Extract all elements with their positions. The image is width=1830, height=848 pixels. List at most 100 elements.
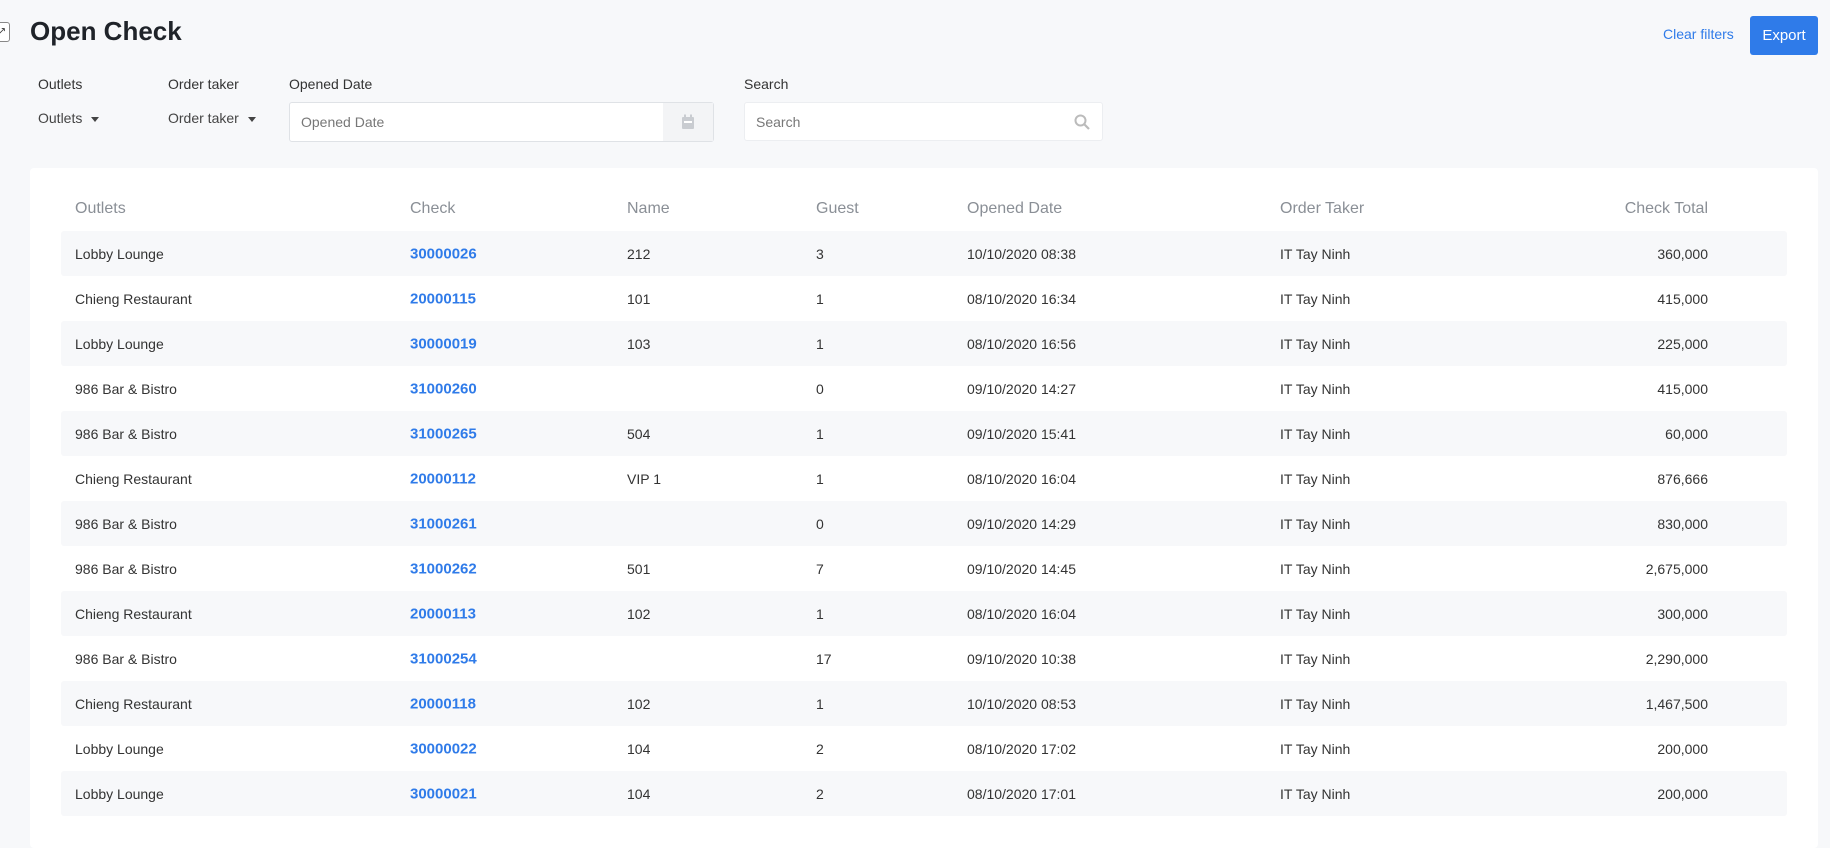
cell-order-taker: IT Tay Ninh bbox=[1280, 605, 1351, 622]
cell-outlet: 986 Bar & Bistro bbox=[75, 515, 177, 532]
column-header-order-taker[interactable]: Order Taker bbox=[1280, 199, 1365, 217]
cell-order-taker: IT Tay Ninh bbox=[1280, 380, 1351, 397]
table-row[interactable]: Lobby Lounge 30000021 104 2 08/10/2020 17:01… bbox=[61, 771, 1787, 816]
cell-name: 101 bbox=[627, 290, 651, 307]
outlets-dropdown-value: Outlets bbox=[38, 110, 83, 126]
cell-guest: 0 bbox=[816, 515, 824, 532]
cell-check-number-link[interactable]: 30000021 bbox=[410, 785, 477, 802]
opened-date-input[interactable] bbox=[290, 103, 663, 141]
cell-check-number-link[interactable]: 31000254 bbox=[410, 650, 477, 667]
column-header-check[interactable]: Check bbox=[410, 199, 456, 217]
cell-outlet: Lobby Lounge bbox=[75, 740, 164, 757]
order-taker-dropdown[interactable]: Order taker bbox=[168, 110, 256, 126]
cell-opened-date: 08/10/2020 17:01 bbox=[967, 785, 1076, 802]
table-row[interactable]: 986 Bar & Bistro 31000265 504 1 09/10/2020 1… bbox=[61, 411, 1787, 456]
cell-name: VIP 1 bbox=[627, 470, 661, 487]
cell-check-total: 2,675,000 bbox=[1645, 560, 1708, 577]
caret-down-icon bbox=[91, 116, 100, 122]
cell-check-total: 360,000 bbox=[1657, 245, 1708, 262]
search-box[interactable] bbox=[744, 102, 1103, 141]
cell-opened-date: 10/10/2020 08:38 bbox=[967, 245, 1076, 262]
cell-check-number-link[interactable]: 31000260 bbox=[410, 380, 477, 397]
cell-order-taker: IT Tay Ninh bbox=[1280, 290, 1351, 307]
cell-name: 104 bbox=[627, 785, 651, 802]
cell-outlet: Lobby Lounge bbox=[75, 785, 164, 802]
table-row[interactable]: 986 Bar & Bistro 31000261 0 09/10/2020 14:2… bbox=[61, 501, 1787, 546]
column-header-opened-date[interactable]: Opened Date bbox=[967, 199, 1063, 217]
cell-guest: 2 bbox=[816, 785, 824, 802]
column-header-name[interactable]: Name bbox=[627, 199, 670, 217]
table-row[interactable]: Chieng Restaurant 20000112 VIP 1 1 08/10/202… bbox=[61, 456, 1787, 501]
cell-order-taker: IT Tay Ninh bbox=[1280, 335, 1351, 352]
cell-order-taker: IT Tay Ninh bbox=[1280, 245, 1351, 262]
cell-outlet: Chieng Restaurant bbox=[75, 695, 192, 712]
cell-check-total: 415,000 bbox=[1657, 380, 1708, 397]
cell-order-taker: IT Tay Ninh bbox=[1280, 695, 1351, 712]
search-icon[interactable] bbox=[1074, 114, 1090, 130]
cell-order-taker: IT Tay Ninh bbox=[1280, 740, 1351, 757]
cell-opened-date: 09/10/2020 15:41 bbox=[967, 425, 1076, 442]
opened-date-label: Opened Date bbox=[289, 76, 373, 92]
cell-check-number-link[interactable]: 20000115 bbox=[410, 290, 476, 307]
cell-check-number-link[interactable]: 31000265 bbox=[410, 425, 477, 442]
cell-outlet: 986 Bar & Bistro bbox=[75, 560, 177, 577]
cell-check-total: 200,000 bbox=[1657, 785, 1708, 802]
cell-guest: 2 bbox=[816, 740, 824, 757]
cell-check-number-link[interactable]: 20000113 bbox=[410, 605, 476, 622]
table-row[interactable]: 986 Bar & Bistro 31000260 0 09/10/2020 14:2… bbox=[61, 366, 1787, 411]
clear-filters-link[interactable]: Clear filters bbox=[1663, 26, 1734, 42]
table-row[interactable]: Chieng Restaurant 20000118 102 1 10/10/2020 … bbox=[61, 681, 1787, 726]
cell-opened-date: 09/10/2020 14:27 bbox=[967, 380, 1076, 397]
table-row[interactable]: Lobby Lounge 30000022 104 2 08/10/2020 17:02… bbox=[61, 726, 1787, 771]
cell-name: 103 bbox=[627, 335, 651, 352]
cell-guest: 1 bbox=[816, 335, 824, 352]
column-header-guest[interactable]: Guest bbox=[816, 199, 859, 217]
cell-outlet: Lobby Lounge bbox=[75, 335, 164, 352]
cell-opened-date: 08/10/2020 16:04 bbox=[967, 470, 1076, 487]
cell-opened-date: 09/10/2020 14:45 bbox=[967, 560, 1076, 577]
table-row[interactable]: 986 Bar & Bistro 31000254 17 09/10/2020 10:… bbox=[61, 636, 1787, 681]
cell-check-total: 415,000 bbox=[1657, 290, 1708, 307]
cell-order-taker: IT Tay Ninh bbox=[1280, 785, 1351, 802]
cell-check-number-link[interactable]: 30000019 bbox=[410, 335, 477, 352]
cell-check-total: 1,467,500 bbox=[1645, 695, 1708, 712]
cell-opened-date: 08/10/2020 17:02 bbox=[967, 740, 1076, 757]
cell-order-taker: IT Tay Ninh bbox=[1280, 470, 1351, 487]
order-taker-dropdown-value: Order taker bbox=[168, 110, 239, 126]
cell-opened-date: 09/10/2020 10:38 bbox=[967, 650, 1076, 667]
table-row[interactable]: 986 Bar & Bistro 31000262 501 7 09/10/2020 1… bbox=[61, 546, 1787, 591]
expand-icon[interactable]: ↗ bbox=[0, 22, 10, 42]
export-button[interactable]: Export bbox=[1750, 16, 1818, 55]
table-row[interactable]: Lobby Lounge 30000019 103 1 08/10/2020 16:56… bbox=[61, 321, 1787, 366]
caret-down-icon bbox=[247, 116, 256, 122]
cell-outlet: Lobby Lounge bbox=[75, 245, 164, 262]
cell-guest: 7 bbox=[816, 560, 824, 577]
opened-date-picker[interactable] bbox=[289, 102, 714, 142]
table-row[interactable]: Lobby Lounge 30000026 212 3 10/10/2020 08:38… bbox=[61, 231, 1787, 276]
table-header: Outlets Check Name Guest Opened Date Ord… bbox=[61, 186, 1787, 231]
cell-order-taker: IT Tay Ninh bbox=[1280, 515, 1351, 532]
cell-check-number-link[interactable]: 31000262 bbox=[410, 560, 477, 577]
calendar-icon[interactable] bbox=[663, 103, 713, 141]
cell-name: 212 bbox=[627, 245, 651, 262]
cell-name: 102 bbox=[627, 605, 651, 622]
table-row[interactable]: Chieng Restaurant 20000113 102 1 08/10/2020 … bbox=[61, 591, 1787, 636]
cell-check-number-link[interactable]: 20000118 bbox=[410, 695, 476, 712]
cell-check-number-link[interactable]: 31000261 bbox=[410, 515, 477, 532]
outlets-dropdown[interactable]: Outlets bbox=[38, 110, 100, 126]
column-header-check-total[interactable]: Check Total bbox=[1624, 199, 1708, 217]
cell-opened-date: 08/10/2020 16:34 bbox=[967, 290, 1076, 307]
search-input[interactable] bbox=[745, 113, 1074, 130]
cell-opened-date: 09/10/2020 14:29 bbox=[967, 515, 1076, 532]
open-checks-table: Outlets Check Name Guest Opened Date Ord… bbox=[30, 168, 1818, 848]
cell-check-number-link[interactable]: 30000026 bbox=[410, 245, 477, 262]
cell-check-total: 200,000 bbox=[1657, 740, 1708, 757]
cell-check-number-link[interactable]: 20000112 bbox=[410, 470, 476, 487]
cell-check-total: 225,000 bbox=[1657, 335, 1708, 352]
page-title: Open Check bbox=[30, 16, 182, 46]
cell-outlet: Chieng Restaurant bbox=[75, 470, 192, 487]
column-header-outlets[interactable]: Outlets bbox=[75, 199, 126, 217]
cell-guest: 17 bbox=[816, 650, 832, 667]
cell-check-number-link[interactable]: 30000022 bbox=[410, 740, 477, 757]
table-row[interactable]: Chieng Restaurant 20000115 101 1 08/10/2020 … bbox=[61, 276, 1787, 321]
